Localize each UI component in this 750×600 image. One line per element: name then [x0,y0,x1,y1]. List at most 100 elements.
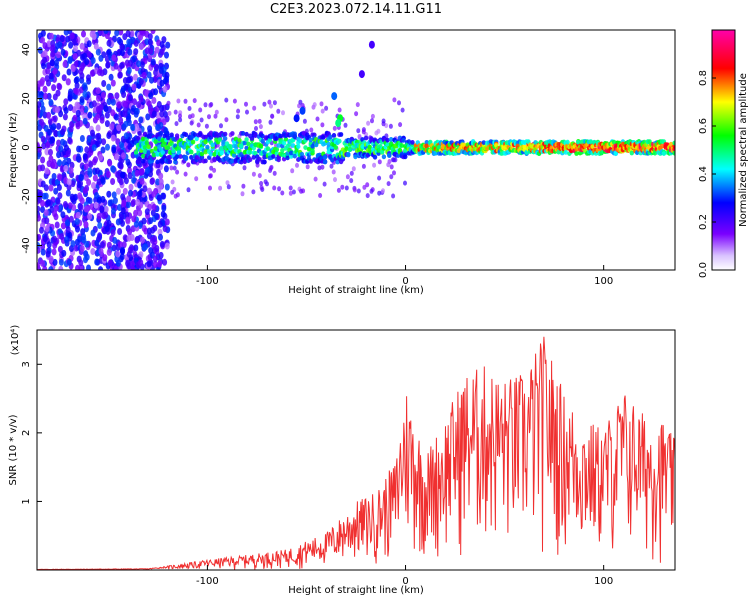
spectrogram-cell [37,246,41,254]
spectrogram-cell [214,131,219,137]
spectrogram-cell [86,74,91,82]
spectrogram-cell [556,149,561,155]
spectrogram-cell [361,129,366,135]
spectrogram-cell [481,140,486,146]
spectrogram-cell [41,142,47,150]
spectrogram-cell [251,171,256,177]
spectrogram-cell [111,191,117,199]
spectrogram-cell [329,163,334,169]
spectrogram-cell [53,187,59,195]
spectrogram-cell [126,38,132,46]
spectrogram-cell [218,185,223,191]
spectrogram-cell [189,149,194,155]
spectrogram-cell [333,177,337,183]
spectrogram-cell [254,126,258,131]
spectrogram-cell [317,165,322,171]
spectrogram-cell [388,123,393,129]
spectrogram-cell [120,246,125,254]
spectrogram-cell [50,50,56,58]
spectrogram-cell [367,144,372,150]
spectrogram-cell [299,106,306,115]
spectrogram-cell [308,137,313,143]
spectrogram-cell [313,176,318,182]
colorbar-gradient [711,29,736,271]
spectrogram-cell [129,244,134,252]
spectrogram-cell [164,183,170,191]
spectrogram-cell [337,107,342,113]
spectrogram-cell [48,184,54,192]
spectrogram-cell [283,136,289,142]
colorbar-tick-label: 0.8 [698,70,709,86]
spectrogram-cell [106,48,112,56]
spectrogram-cell [320,122,325,128]
spectrogram-cell [48,148,53,156]
spectrogram-cell [145,167,150,175]
spectrogram-cell [94,258,100,266]
spectrogram-cell [42,111,48,119]
spectrogram-cell [155,178,161,186]
spectrogram-cell [190,139,196,145]
spectrogram-cell [53,204,59,212]
spectrogram-y-tick-label: -20 [21,188,32,204]
spectrogram-cell [58,265,64,270]
spectrogram-cell [127,172,133,180]
spectrogram-cell [298,99,303,105]
spectrogram-cell [130,123,136,131]
spectrogram-cell [392,170,396,176]
spectrogram-cell [111,35,117,43]
spectrogram-cell [345,174,350,180]
spectrogram-cell [162,258,168,266]
spectrogram-cell [147,125,153,133]
spectrogram-cell [115,218,121,226]
spectrogram-cell [68,104,73,112]
spectrogram-cell [116,101,122,109]
spectrogram-cell [223,136,228,141]
spectrogram-cell [354,111,359,117]
spectrogram-cell [105,143,110,151]
spectrogram-cell [235,114,240,120]
spectrogram-cell [290,168,295,174]
spectrogram-cell [249,136,255,141]
spectrogram-cell [159,48,165,56]
spectrogram-cell [162,85,168,93]
spectrogram-cell [40,206,45,213]
spectrogram-cell [67,231,73,239]
spectrogram-cell [65,189,71,197]
spectrogram-cell [133,149,139,155]
spectrogram-cell [106,248,112,256]
spectrogram-y-ticks: -40 -20 0 20 40 [21,43,42,254]
spectrogram-cell [346,152,351,158]
spectrogram-cell [186,187,191,193]
spectrogram-cell [72,52,78,60]
spectrogram-cell [134,236,140,244]
spectrogram-cell [355,102,360,108]
spectrogram-cell [50,161,55,169]
spectrogram-cell [208,151,214,157]
spectrogram-cell [58,204,64,212]
spectrogram-cell [82,84,88,92]
spectrogram-cell [90,248,96,255]
spectrogram-y-axis-label: Frequency (Hz) [8,112,19,188]
spectrogram-cell [138,259,144,267]
spectrogram-cell [110,98,116,106]
spectrogram-cell [196,122,201,128]
spectrogram-cell [42,85,48,93]
spectrogram-cell [318,193,323,198]
spectrogram-cell [96,132,102,140]
spectrogram-cell [397,100,401,106]
spectrogram-cell [305,164,310,170]
spectrogram-cell [113,113,119,121]
spectrogram-cell [117,71,123,79]
spectrogram-cell [111,165,117,173]
spectrogram-cell [260,138,265,144]
spectrogram-cell [381,188,385,194]
spectrogram-cell [93,201,99,209]
spectrogram-cell [207,114,211,120]
spectrogram-cell [84,240,90,248]
spectrogram-x-axis-label: Height of straight line (km) [288,285,424,296]
spectrogram-cell [306,146,312,152]
spectrogram-cell [68,215,74,223]
spectrogram-cell [152,224,158,232]
spectrogram-cell [90,129,95,137]
spectrogram-cell [260,133,265,139]
